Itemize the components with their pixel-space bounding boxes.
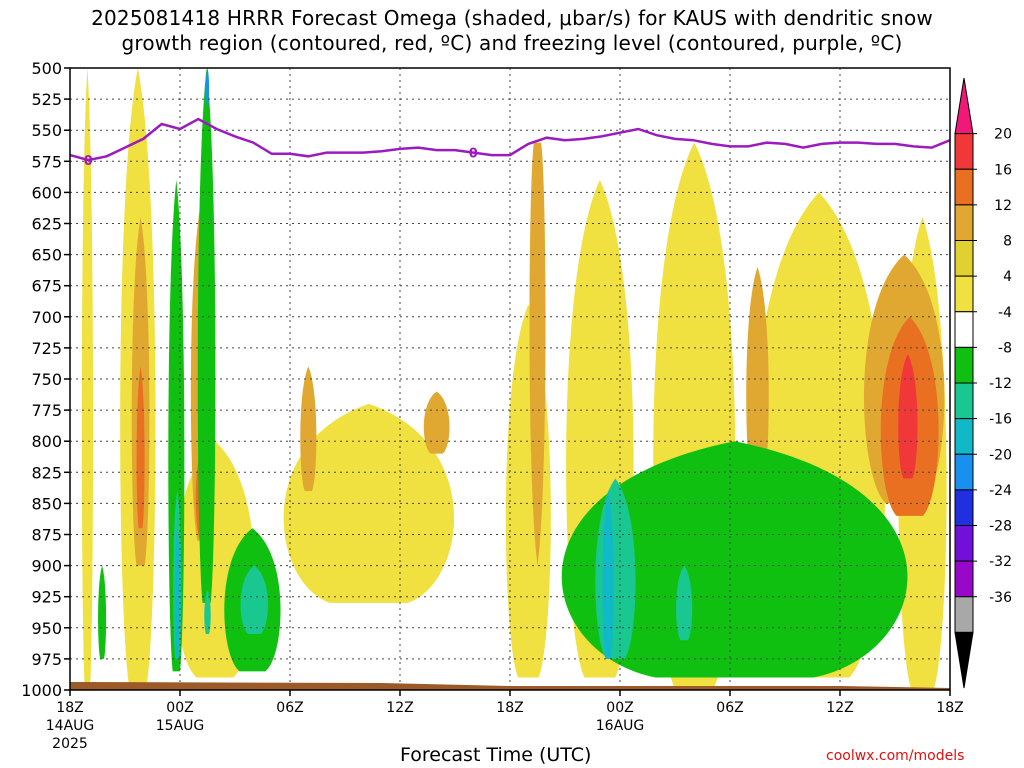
x-tick-date-label: 14AUG bbox=[46, 718, 95, 734]
colorbar-label: -24 bbox=[989, 483, 1012, 499]
y-tick-label: 800 bbox=[31, 432, 62, 451]
y-tick-label: 550 bbox=[31, 121, 62, 140]
y-tick-label: 775 bbox=[31, 401, 62, 420]
x-tick-label: 00Z bbox=[166, 700, 193, 716]
omega-region-neg12 bbox=[174, 528, 180, 659]
omega-region-4 bbox=[81, 68, 94, 690]
omega-region-8 bbox=[746, 267, 769, 491]
colorbar-label: 8 bbox=[1003, 234, 1012, 250]
x-tick-date-label: 15AUG bbox=[156, 718, 205, 734]
y-tick-label: 1000 bbox=[21, 681, 62, 700]
x-tick-label: 18Z bbox=[936, 700, 963, 716]
colorbar-label: 12 bbox=[994, 198, 1012, 214]
y-tick-label: 950 bbox=[31, 619, 62, 638]
omega-region-neg4 bbox=[561, 441, 908, 678]
y-tick-label: 925 bbox=[31, 588, 62, 607]
surface-ground bbox=[70, 682, 950, 690]
omega-region-12 bbox=[136, 366, 145, 529]
x-tick-label: 18Z bbox=[56, 700, 83, 716]
x-axis: 18Z 14AUG 2025 00Z 15AUG 06Z 12Z 18Z 00Z 16AUG 06Z… bbox=[46, 690, 964, 752]
colorbar-segment bbox=[954, 382, 974, 420]
omega-region-neg4 bbox=[197, 68, 216, 603]
chart-title-line-2: growth region (contoured, red, ºC) and f… bbox=[121, 31, 903, 55]
colorbar-label: -16 bbox=[989, 412, 1012, 428]
y-tick-label: 525 bbox=[31, 90, 62, 109]
freezing-level-label: 0 bbox=[469, 147, 478, 162]
y-tick-label: 850 bbox=[31, 494, 62, 513]
y-tick-label: 900 bbox=[31, 557, 62, 576]
omega-region-neg8 bbox=[240, 565, 268, 635]
x-axis-title: Forecast Time (UTC) bbox=[400, 744, 592, 766]
y-tick-label: 650 bbox=[31, 246, 62, 265]
colorbar-segment bbox=[954, 204, 974, 241]
colorbar-segment bbox=[954, 240, 974, 277]
omega-shading-layer bbox=[81, 68, 947, 690]
colorbar-segment bbox=[954, 489, 974, 526]
colorbar-label: -12 bbox=[989, 376, 1012, 392]
omega-region-4 bbox=[283, 403, 455, 603]
y-tick-label: 675 bbox=[31, 277, 62, 296]
y-tick-label: 975 bbox=[31, 650, 62, 669]
y-tick-label: 750 bbox=[31, 370, 62, 389]
colorbar-label: 20 bbox=[994, 127, 1012, 143]
colorbar-label: -32 bbox=[989, 554, 1012, 570]
x-tick-label: 12Z bbox=[386, 700, 413, 716]
omega-region-neg8 bbox=[204, 590, 211, 635]
chart-title-line-1: 2025081418 HRRR Forecast Omega (shaded, … bbox=[91, 6, 933, 30]
x-tick-label: 06Z bbox=[276, 700, 303, 716]
omega-region-neg16 bbox=[205, 68, 210, 106]
y-tick-label: 700 bbox=[31, 308, 62, 327]
colorbar-label: -28 bbox=[989, 519, 1012, 535]
freezing-level-line bbox=[69, 117, 951, 162]
grid-lines bbox=[70, 68, 950, 690]
omega-region-8 bbox=[529, 142, 546, 566]
colorbar-segment bbox=[954, 525, 974, 562]
x-tick-label: 00Z bbox=[606, 700, 633, 716]
omega-region-16 bbox=[898, 354, 918, 479]
y-tick-label: 725 bbox=[31, 339, 62, 358]
colorbar-segment bbox=[954, 346, 974, 384]
colorbar-segment bbox=[954, 311, 974, 348]
colorbar-segment bbox=[954, 453, 974, 491]
x-tick-label: 06Z bbox=[716, 700, 743, 716]
y-tick-label: 575 bbox=[31, 152, 62, 171]
x-tick-label: 18Z bbox=[496, 700, 523, 716]
omega-region-neg4 bbox=[98, 565, 107, 659]
colorbar-label: -36 bbox=[989, 590, 1012, 606]
colorbar-segment bbox=[954, 168, 974, 206]
colorbar-segment bbox=[954, 418, 974, 455]
colorbar-label: 4 bbox=[1003, 269, 1012, 285]
omega-region-8 bbox=[300, 366, 317, 491]
freezing-level-label: 0 bbox=[84, 154, 93, 169]
x-tick-label: 12Z bbox=[826, 700, 853, 716]
y-tick-label: 600 bbox=[31, 183, 62, 202]
y-axis: 500 525 550 575 600 625 650 675 700 725 750 775 800 8… bbox=[21, 59, 70, 700]
omega-region-neg12 bbox=[602, 490, 614, 659]
chart-title: 2025081418 HRRR Forecast Omega (shaded, … bbox=[0, 6, 1024, 56]
y-tick-label: 825 bbox=[31, 463, 62, 482]
y-tick-label: 875 bbox=[31, 526, 62, 545]
source-credit[interactable]: coolwx.com/models bbox=[826, 748, 965, 764]
colorbar-segment bbox=[954, 77, 974, 135]
surface-layer bbox=[70, 682, 950, 690]
omega-region-8 bbox=[423, 391, 450, 454]
colorbar-segment bbox=[954, 275, 974, 313]
colorbar-label: -20 bbox=[989, 447, 1012, 463]
colorbar-segment bbox=[954, 631, 974, 689]
colorbar-segment bbox=[954, 560, 974, 598]
x-tick-year-label: 2025 bbox=[52, 736, 88, 752]
colorbar-label: -4 bbox=[998, 305, 1012, 321]
y-tick-label: 625 bbox=[31, 215, 62, 234]
x-tick-date-label: 16AUG bbox=[596, 718, 645, 734]
colorbar-label: -8 bbox=[998, 340, 1012, 356]
colorbar-segment bbox=[954, 596, 974, 633]
colorbar: 20 16 12 8 4 -4 -8 -12 -16 -20 -24 -28 -32 -36 bbox=[954, 77, 1012, 689]
colorbar-segment bbox=[954, 133, 974, 170]
y-tick-label: 500 bbox=[31, 59, 62, 78]
colorbar-label: 16 bbox=[994, 162, 1012, 178]
omega-region-neg8 bbox=[676, 565, 693, 641]
